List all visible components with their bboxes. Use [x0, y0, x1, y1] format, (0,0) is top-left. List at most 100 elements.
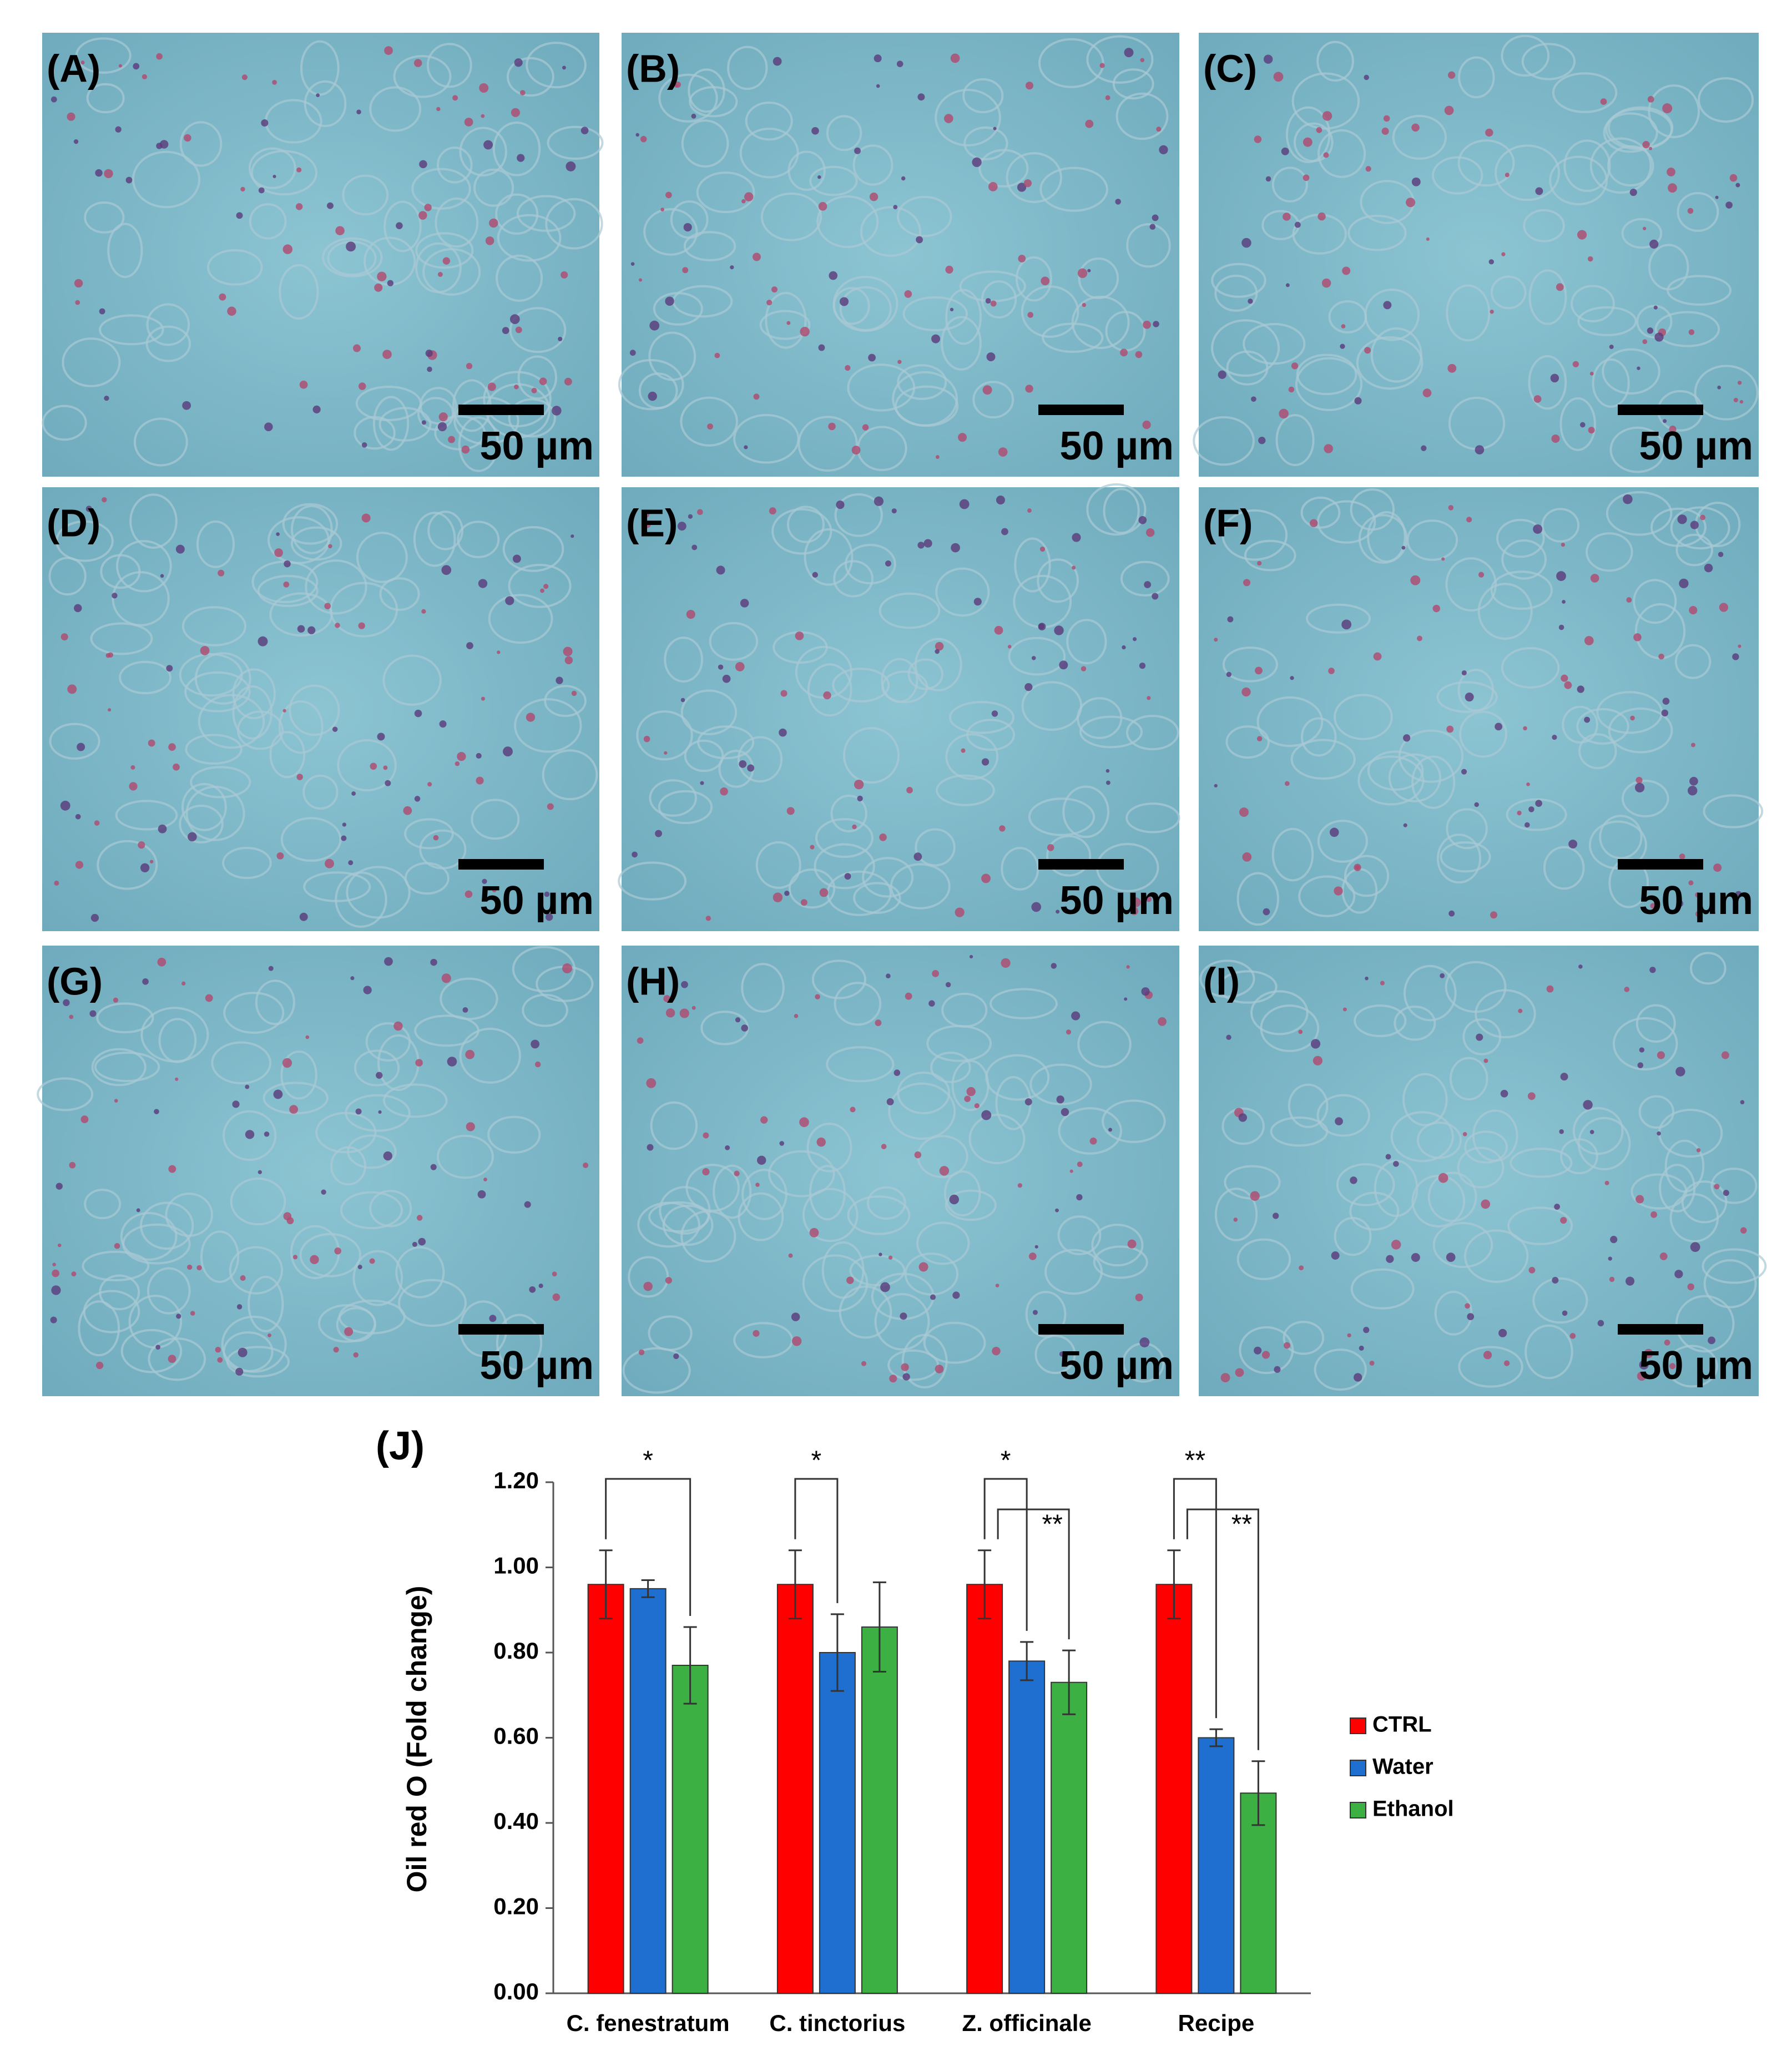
stain-dot — [316, 93, 320, 98]
cell — [458, 416, 499, 472]
cell — [809, 165, 858, 196]
cell — [755, 841, 801, 889]
stain-dot — [1341, 324, 1346, 329]
stain-dot — [1654, 332, 1664, 342]
stain-dot — [50, 1316, 57, 1323]
bar — [629, 1588, 667, 1994]
cell — [1093, 1245, 1148, 1279]
cell — [37, 1077, 94, 1112]
stain-dot — [424, 204, 432, 211]
cell — [506, 57, 554, 97]
stain-dot — [1650, 903, 1656, 909]
stain-dot — [1735, 183, 1740, 188]
stain-dot — [1380, 981, 1385, 986]
cell — [1586, 532, 1633, 572]
cell — [680, 689, 738, 735]
stain-dot — [734, 1170, 740, 1176]
panel-label: (E) — [626, 501, 678, 544]
scale-label: 50 µm — [1639, 424, 1753, 468]
stain-dot — [931, 334, 941, 343]
stain-dot — [1733, 397, 1738, 402]
stain-dot — [328, 544, 332, 549]
cell — [473, 168, 514, 207]
cell — [727, 46, 768, 90]
stain-dot — [268, 966, 274, 971]
stain-dot — [1411, 177, 1421, 186]
stain-dot — [1447, 71, 1456, 79]
stain-dot — [1600, 98, 1607, 105]
stain-dot — [1288, 386, 1295, 393]
stain-dot — [383, 765, 388, 770]
stain-dot — [258, 187, 265, 194]
stain-dot — [1517, 810, 1522, 816]
stain-dot — [1483, 1351, 1492, 1360]
stain-dot — [629, 350, 636, 356]
stain-dot — [1498, 1328, 1507, 1337]
stain-dot — [297, 625, 305, 633]
cell — [1300, 496, 1341, 529]
significance-label: * — [1001, 1446, 1011, 1476]
stain-dot — [1258, 437, 1266, 444]
stain-dot — [1577, 230, 1587, 240]
cell — [1078, 257, 1119, 300]
stain-dot — [258, 1170, 262, 1174]
cell — [487, 1115, 541, 1154]
cell — [457, 521, 500, 558]
cell — [128, 1295, 183, 1349]
stain-dot — [403, 806, 412, 815]
stain-dot — [547, 803, 554, 810]
stain-dot — [1159, 145, 1168, 155]
cell — [1432, 156, 1483, 195]
stain-dot — [534, 1061, 541, 1068]
stain-dot — [680, 698, 685, 703]
cell — [733, 413, 800, 464]
legend-swatch — [1350, 1717, 1366, 1734]
stain-dot — [744, 445, 748, 449]
stain-dot — [1440, 973, 1445, 978]
cell — [834, 982, 882, 1026]
cell — [1214, 1188, 1258, 1241]
cell — [936, 774, 995, 806]
cell — [1507, 1206, 1573, 1245]
scale-bar — [1038, 405, 1124, 415]
cell — [335, 871, 387, 928]
stain-dot — [75, 861, 84, 869]
stain-dot — [1082, 302, 1087, 307]
cell — [181, 782, 227, 831]
stain-dot — [289, 1105, 299, 1114]
stain-dot — [1624, 987, 1630, 992]
stain-dot — [1597, 1320, 1604, 1327]
stain-dot — [387, 280, 394, 286]
stain-dot — [1401, 545, 1406, 550]
scale-bar — [1618, 405, 1703, 415]
stain-dot — [1447, 363, 1457, 373]
stain-dot — [716, 565, 725, 575]
stain-dot — [1740, 1227, 1747, 1234]
stain-dot — [1142, 420, 1151, 430]
cell — [1260, 1004, 1320, 1052]
stain-dot — [1490, 310, 1494, 314]
stain-dot — [972, 157, 982, 168]
scale-label: 50 µm — [1639, 878, 1753, 923]
stain-dot — [961, 748, 966, 753]
stain-dot — [703, 1132, 709, 1139]
stain-dot — [384, 46, 393, 55]
stain-dot — [862, 424, 869, 431]
stain-dot — [1072, 533, 1081, 542]
scale-bar — [458, 859, 544, 870]
stain-dot — [816, 1137, 826, 1147]
stain-dot — [351, 791, 356, 796]
cell — [257, 575, 319, 607]
stain-dot — [1087, 269, 1091, 272]
cell — [1354, 1004, 1407, 1038]
cell — [1211, 319, 1280, 377]
panel-label: (G) — [47, 959, 103, 1003]
stain-dot — [1679, 853, 1685, 860]
cell — [1058, 1107, 1123, 1155]
stain-dot — [478, 579, 488, 588]
stain-dot — [442, 257, 451, 265]
cell — [354, 1049, 400, 1087]
stain-dot — [524, 1201, 531, 1208]
cell — [815, 818, 874, 858]
stain-dot — [1690, 742, 1695, 747]
